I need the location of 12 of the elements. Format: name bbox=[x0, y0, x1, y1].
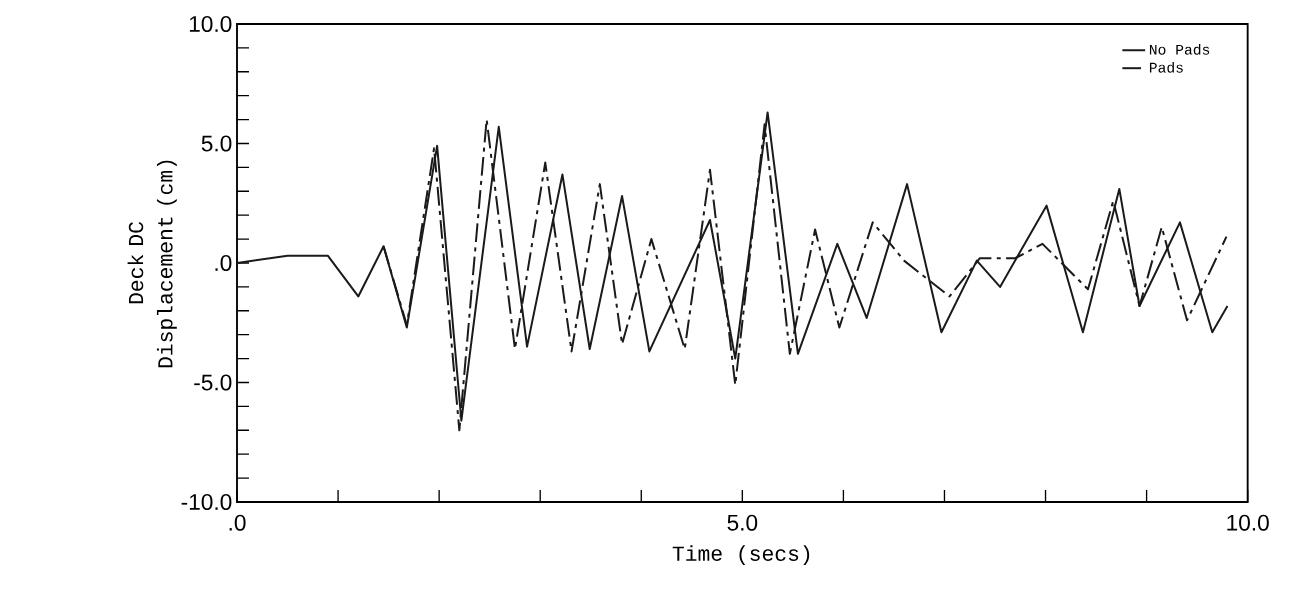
x-tick-label: .0 bbox=[229, 514, 246, 531]
x-tick-label: 5.0 bbox=[727, 514, 758, 531]
y-tick-label: .0 bbox=[215, 254, 232, 272]
y-tick-label: -10.0 bbox=[181, 493, 232, 511]
x-tick-label: 10.0 bbox=[1227, 514, 1269, 531]
legend-label: No Pads bbox=[1149, 43, 1210, 55]
y-tick-label: -5.0 bbox=[194, 374, 232, 391]
x-axis-title: Time (secs) bbox=[672, 545, 810, 566]
legend-label: Pads bbox=[1149, 61, 1183, 73]
y-tick-label: 5.0 bbox=[201, 135, 232, 152]
y-tick-label: 10.0 bbox=[189, 15, 232, 33]
y-axis-title: Deck DC Displacement (cm) bbox=[127, 160, 177, 368]
